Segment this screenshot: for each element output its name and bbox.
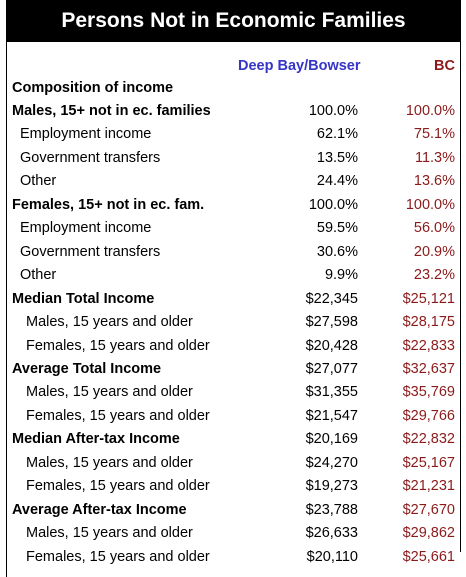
group-value: 100.0% [405, 196, 455, 213]
row-value: $29,862 [402, 525, 455, 542]
row-value: $19,273 [305, 478, 358, 495]
group-value: $27,077 [305, 360, 358, 377]
group-value: $23,788 [305, 501, 358, 518]
row-label: Females, 15 years and older [26, 407, 210, 424]
left-border [6, 42, 7, 577]
row-label: Males, 15 years and older [26, 314, 193, 331]
row-value: 9.9% [324, 267, 358, 284]
row-value: $29,766 [402, 407, 455, 424]
group-value: 100.0% [308, 196, 358, 213]
group-value: $22,345 [305, 290, 358, 307]
group-label: Average Total Income [12, 360, 162, 377]
row-value: $22,833 [402, 337, 455, 354]
row-label: Males, 15 years and older [26, 525, 193, 542]
right-border [460, 42, 461, 552]
row-value: 56.0% [413, 220, 455, 237]
row-label: Males, 15 years and older [26, 384, 193, 401]
row-label: Government transfers [20, 243, 161, 260]
group-value: 100.0% [405, 103, 455, 119]
title-bar [6, 0, 461, 42]
row-label: Other [20, 267, 57, 284]
row-label: Females, 15 years and older [26, 548, 210, 565]
group-value: $22,832 [402, 431, 455, 448]
row-value: 24.4% [316, 173, 358, 190]
column-header: Deep Bay/Bowser [238, 58, 361, 74]
group-label: Average After-tax Income [12, 501, 187, 518]
row-value: 59.5% [316, 220, 358, 237]
row-value: $21,547 [305, 407, 358, 424]
group-label: Males, 15+ not in ec. families [12, 103, 211, 119]
row-value: $24,270 [305, 454, 358, 471]
group-value: $32,637 [402, 360, 455, 377]
row-value: $35,769 [402, 384, 455, 401]
row-label: Other [20, 173, 57, 190]
row-label: Government transfers [20, 149, 161, 166]
row-value: $21,231 [402, 478, 455, 495]
row-value: $25,661 [402, 548, 455, 565]
row-value: $31,355 [305, 384, 358, 401]
column-header: BC [434, 58, 455, 74]
row-value: $28,175 [402, 314, 455, 331]
row-value: 13.5% [316, 149, 358, 166]
group-label: Females, 15+ not in ec. fam. [12, 196, 205, 213]
section-title: Composition of income [12, 80, 174, 96]
row-value: $25,167 [402, 454, 455, 471]
row-value: 20.9% [413, 243, 455, 260]
title: Persons Not in Economic Families [61, 9, 406, 32]
row-label: Females, 15 years and older [26, 337, 210, 354]
row-value: 23.2% [413, 267, 455, 284]
row-label: Employment income [20, 220, 152, 237]
row-value: $27,598 [305, 314, 358, 331]
row-value: 75.1% [413, 126, 455, 143]
group-label: Median Total Income [12, 290, 155, 307]
row-label: Males, 15 years and older [26, 454, 193, 471]
group-value: 100.0% [308, 103, 358, 119]
row-value: $20,428 [305, 337, 358, 354]
row-value: 62.1% [316, 126, 358, 143]
row-value: 13.6% [413, 173, 455, 190]
group-value: $27,670 [402, 501, 455, 518]
row-value: 30.6% [316, 243, 358, 260]
group-value: $25,121 [402, 290, 455, 307]
row-value: $20,110 [306, 548, 358, 565]
group-value: $20,169 [305, 431, 358, 448]
row-label: Females, 15 years and older [26, 478, 210, 495]
row-value: 11.3% [414, 149, 455, 166]
row-label: Employment income [20, 126, 152, 143]
group-label: Median After-tax Income [12, 431, 180, 448]
row-value: $26,633 [305, 525, 358, 542]
